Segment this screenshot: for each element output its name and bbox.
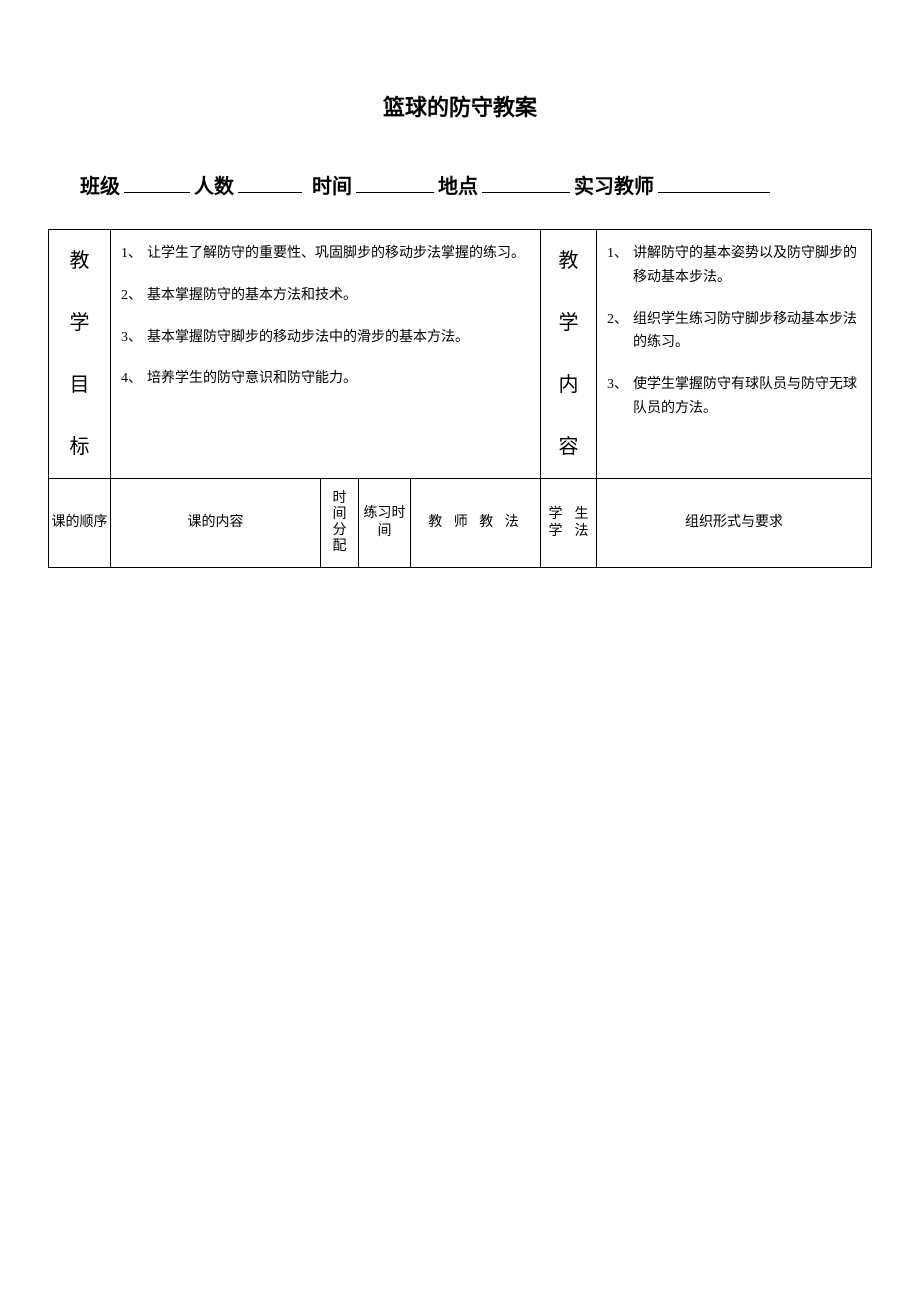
teacher-label: 实习教师 <box>574 170 654 199</box>
char: 时 <box>333 491 347 507</box>
item-text: 组织学生练习防守脚步移动基本步法的练习。 <box>633 308 861 356</box>
item-text: 讲解防守的基本姿势以及防守脚步的移动基本步法。 <box>633 242 861 290</box>
item-num: 3、 <box>121 326 147 350</box>
content-header-char: 学 <box>559 306 579 340</box>
goals-header-char: 标 <box>70 430 90 464</box>
class-blank <box>124 171 190 193</box>
class-label: 班级 <box>80 170 120 199</box>
item-text: 培养学生的防守意识和防守能力。 <box>147 367 530 391</box>
time-blank <box>356 171 434 193</box>
item-num: 3、 <box>607 373 633 421</box>
form-line: 班级 人数 时间 地点 实习教师 <box>48 170 872 199</box>
char: 学 <box>549 507 563 524</box>
char: 学 <box>549 524 563 541</box>
char: 法 <box>575 524 589 541</box>
place-label: 地点 <box>438 170 478 199</box>
char: 配 <box>333 539 347 555</box>
list-item: 3、 基本掌握防守脚步的移动步法中的滑步的基本方法。 <box>121 326 530 350</box>
goals-cell: 1、 让学生了解防守的重要性、巩固脚步的移动步法掌握的练习。 2、 基本掌握防守… <box>111 230 541 479</box>
char: 间 <box>333 507 347 523</box>
content-header-char: 内 <box>559 368 579 402</box>
teacher-blank <box>658 171 770 193</box>
item-num: 4、 <box>121 367 147 391</box>
item-num: 2、 <box>607 308 633 356</box>
list-item: 2、 组织学生练习防守脚步移动基本步法的练习。 <box>607 308 861 356</box>
col-seq-header: 课的顺序 <box>49 479 111 568</box>
list-item: 4、 培养学生的防守意识和防守能力。 <box>121 367 530 391</box>
col-org-header: 组织形式与要求 <box>597 479 872 568</box>
time-label: 时间 <box>312 170 352 199</box>
goals-header-char: 目 <box>70 368 90 402</box>
count-label: 人数 <box>194 170 234 199</box>
char: 生 <box>575 507 589 524</box>
table-row: 课的顺序 课的内容 时 间 分 配 练习时间 教 师 教 法 学 学 <box>49 479 872 568</box>
item-text: 让学生了解防守的重要性、巩固脚步的移动步法掌握的练习。 <box>147 242 530 266</box>
col-practice-header: 练习时间 <box>359 479 411 568</box>
item-num: 1、 <box>121 242 147 266</box>
page-title: 篮球的防守教案 <box>48 90 872 122</box>
count-blank <box>238 171 302 193</box>
item-text: 使学生掌握防守有球队员与防守无球队员的方法。 <box>633 373 861 421</box>
content-cell: 1、 讲解防守的基本姿势以及防守脚步的移动基本步法。 2、 组织学生练习防守脚步… <box>597 230 872 479</box>
col-method-header: 教 师 教 法 <box>411 479 541 568</box>
char: 分 <box>333 523 347 539</box>
list-item: 3、 使学生掌握防守有球队员与防守无球队员的方法。 <box>607 373 861 421</box>
content-header-char: 教 <box>559 244 579 278</box>
col-content-header: 课的内容 <box>111 479 321 568</box>
col-timealloc-header: 时 间 分 配 <box>321 479 359 568</box>
list-item: 1、 让学生了解防守的重要性、巩固脚步的移动步法掌握的练习。 <box>121 242 530 266</box>
item-num: 1、 <box>607 242 633 290</box>
goals-header-char: 学 <box>70 306 90 340</box>
item-num: 2、 <box>121 284 147 308</box>
goals-header: 教 学 目 标 <box>49 230 111 479</box>
table-row: 教 学 目 标 1、 让学生了解防守的重要性、巩固脚步的移动步法掌握的练习。 2… <box>49 230 872 479</box>
item-text: 基本掌握防守的基本方法和技术。 <box>147 284 530 308</box>
list-item: 2、 基本掌握防守的基本方法和技术。 <box>121 284 530 308</box>
place-blank <box>482 171 570 193</box>
list-item: 1、 讲解防守的基本姿势以及防守脚步的移动基本步法。 <box>607 242 861 290</box>
goals-header-char: 教 <box>70 244 90 278</box>
content-header-char: 容 <box>559 430 579 464</box>
col-student-header: 学 学 生 法 <box>541 479 597 568</box>
content-header: 教 学 内 容 <box>541 230 597 479</box>
lesson-table: 教 学 目 标 1、 让学生了解防守的重要性、巩固脚步的移动步法掌握的练习。 2… <box>48 229 872 568</box>
item-text: 基本掌握防守脚步的移动步法中的滑步的基本方法。 <box>147 326 530 350</box>
